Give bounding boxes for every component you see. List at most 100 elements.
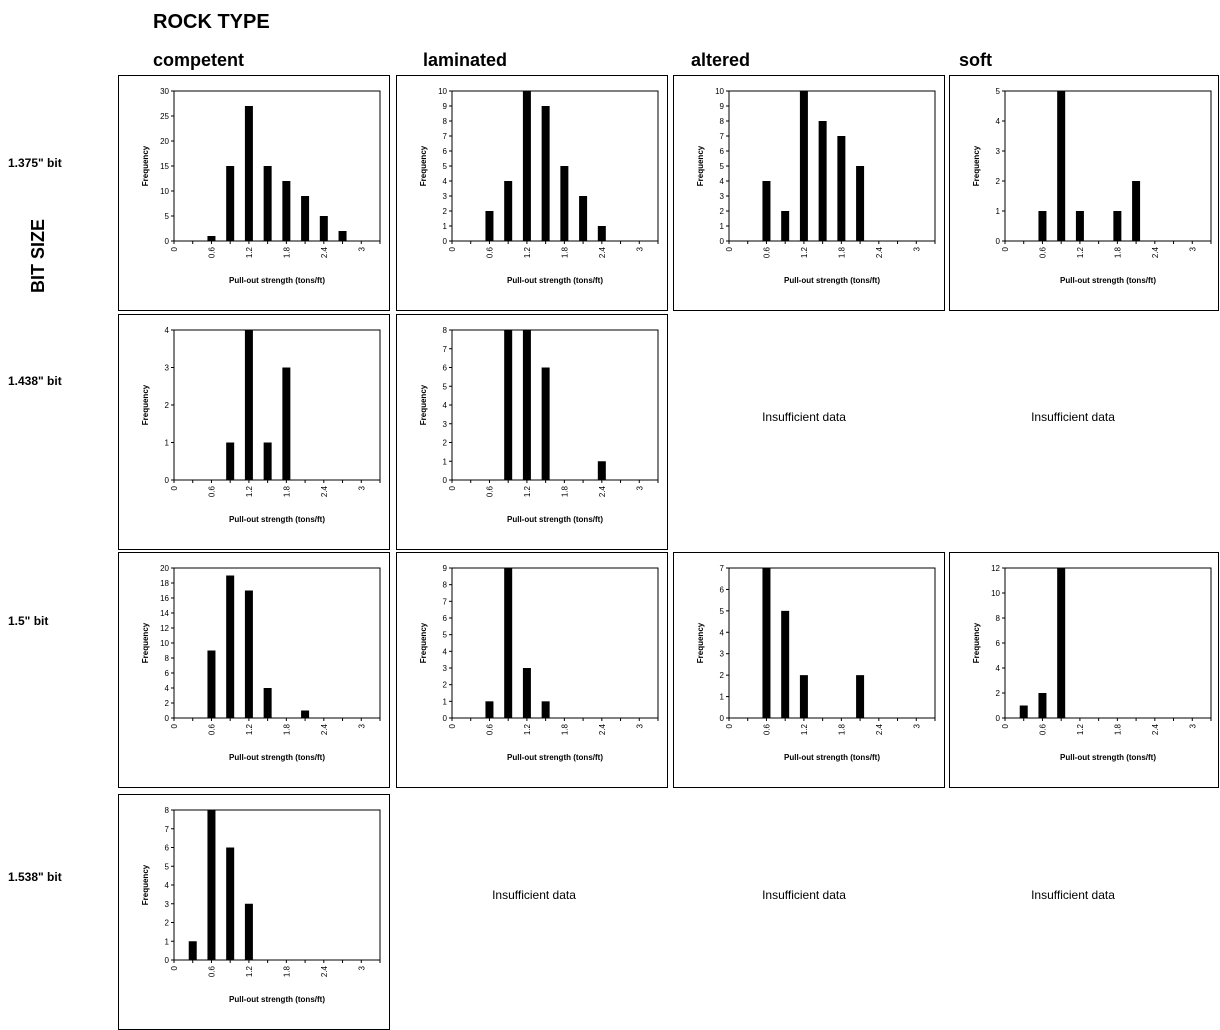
bar xyxy=(597,461,606,480)
x-tick-label: 3 xyxy=(912,723,921,728)
x-tick-label: 0.6 xyxy=(485,246,494,258)
chart-panel: 0 1 2 3 4 0 0.6 1.2 1.8 2.4 3 Pull-out strength (to… xyxy=(118,314,390,550)
y-tick-label: 2 xyxy=(165,401,170,410)
y-tick-label: 0 xyxy=(996,714,1001,723)
y-axis-title: Frequency xyxy=(419,384,428,425)
y-tick-label: 8 xyxy=(996,614,1001,623)
y-tick-label: 6 xyxy=(720,147,725,156)
y-tick-label: 2 xyxy=(996,177,1001,186)
chart-panel: 0 1 2 3 4 5 6 7 8 9 10 0 0.6 1.2 1.8 2.4 3 Pull-out stren… xyxy=(396,75,668,311)
x-tick-label: 1.8 xyxy=(282,965,291,977)
bar xyxy=(263,442,272,480)
bar xyxy=(226,847,235,960)
x-tick-label: 2.4 xyxy=(320,485,329,497)
chart-panel: 0 1 2 3 4 5 0 0.6 1.2 1.8 2.4 3 Pull-out strength (t… xyxy=(949,75,1219,311)
y-tick-label: 6 xyxy=(996,639,1001,648)
bar xyxy=(485,701,494,718)
bar xyxy=(338,231,347,241)
bar xyxy=(541,106,550,241)
x-tick-label: 0.6 xyxy=(207,723,216,735)
y-tick-label: 2 xyxy=(165,919,170,928)
y-tick-label: 5 xyxy=(443,631,448,640)
x-tick-label: 1.2 xyxy=(245,723,254,735)
x-tick-label: 0.6 xyxy=(207,965,216,977)
bar xyxy=(781,610,790,718)
bar xyxy=(504,568,513,718)
y-tick-label: 8 xyxy=(165,654,170,663)
y-tick-label: 30 xyxy=(160,87,169,96)
y-tick-label: 6 xyxy=(165,669,170,678)
x-tick-label: 3 xyxy=(1188,723,1197,728)
x-tick-label: 2.4 xyxy=(320,965,329,977)
y-tick-label: 6 xyxy=(443,364,448,373)
x-tick-label: 2.4 xyxy=(1151,723,1160,735)
plot-area xyxy=(451,329,659,481)
y-tick-label: 4 xyxy=(165,326,170,335)
bar xyxy=(244,903,253,960)
chart-panel: 0 1 2 3 4 5 6 7 8 9 0 0.6 1.2 1.8 2.4 3 Pull-out strengt… xyxy=(396,552,668,788)
y-tick-label: 0 xyxy=(165,476,170,485)
y-tick-label: 6 xyxy=(443,614,448,623)
bar xyxy=(799,675,808,718)
x-axis-title: Pull-out strength (tons/ft) xyxy=(784,276,880,285)
bar xyxy=(244,590,253,718)
y-tick-label: 7 xyxy=(720,132,725,141)
bar xyxy=(301,710,310,718)
chart-panel: 0 1 2 3 4 5 6 7 8 0 0.6 1.2 1.8 2.4 3 Pull-out strength… xyxy=(118,794,390,1030)
x-tick-label: 0 xyxy=(170,485,179,490)
y-axis-title: Frequency xyxy=(141,864,150,905)
y-axis-title: Frequency xyxy=(696,145,705,186)
x-tick-label: 1.8 xyxy=(282,485,291,497)
plot-area xyxy=(451,90,659,242)
bar xyxy=(282,367,291,480)
x-tick-label: 2.4 xyxy=(320,723,329,735)
insufficient-cells: Insufficient data Insufficient data Insuff… xyxy=(492,410,1115,902)
x-tick-label: 3 xyxy=(912,246,921,251)
insufficient-data-label: Insufficient data xyxy=(762,888,846,902)
column-header-laminated: laminated xyxy=(423,50,507,70)
x-tick-label: 1.8 xyxy=(837,246,846,258)
y-tick-label: 18 xyxy=(160,579,169,588)
y-tick-label: 10 xyxy=(715,87,724,96)
y-tick-label: 3 xyxy=(443,664,448,673)
x-tick-label: 3 xyxy=(635,485,644,490)
y-tick-label: 4 xyxy=(996,117,1001,126)
y-tick-label: 7 xyxy=(443,345,448,354)
y-tick-label: 1 xyxy=(165,937,170,946)
y-axis-title: Frequency xyxy=(419,145,428,186)
y-tick-label: 1 xyxy=(443,222,448,231)
x-tick-label: 0 xyxy=(725,246,734,251)
row-label-1375: 1.375" bit xyxy=(8,156,62,170)
x-axis-title: Pull-out strength (tons/ft) xyxy=(229,515,325,524)
bar xyxy=(226,442,235,480)
x-axis-title: Pull-out strength (tons/ft) xyxy=(507,515,603,524)
y-tick-label: 3 xyxy=(443,192,448,201)
y-tick-label: 4 xyxy=(720,177,725,186)
bar xyxy=(207,236,216,241)
y-tick-label: 2 xyxy=(996,689,1001,698)
x-axis-title: Pull-out strength (tons/ft) xyxy=(229,995,325,1004)
chart-panel: 0 1 2 3 4 5 6 7 8 9 10 0 0.6 1.2 1.8 2.4 3 Pull-out stren… xyxy=(673,75,945,311)
plot-area xyxy=(173,809,381,961)
bar xyxy=(1019,705,1028,718)
bar xyxy=(263,688,272,718)
x-tick-label: 2.4 xyxy=(598,246,607,258)
y-tick-label: 8 xyxy=(443,581,448,590)
x-tick-label: 2.4 xyxy=(1151,246,1160,258)
y-tick-label: 2 xyxy=(443,681,448,690)
y-tick-label: 1 xyxy=(720,222,725,231)
y-tick-label: 5 xyxy=(443,162,448,171)
y-tick-label: 8 xyxy=(165,806,170,815)
x-tick-label: 0.6 xyxy=(207,246,216,258)
y-tick-label: 8 xyxy=(443,326,448,335)
bar xyxy=(1038,211,1047,241)
bar xyxy=(1075,211,1084,241)
y-tick-label: 1 xyxy=(720,693,725,702)
x-tick-label: 0 xyxy=(170,965,179,970)
x-tick-label: 0.6 xyxy=(207,485,216,497)
x-tick-label: 3 xyxy=(357,485,366,490)
y-tick-label: 4 xyxy=(165,684,170,693)
x-tick-label: 1.8 xyxy=(1113,723,1122,735)
